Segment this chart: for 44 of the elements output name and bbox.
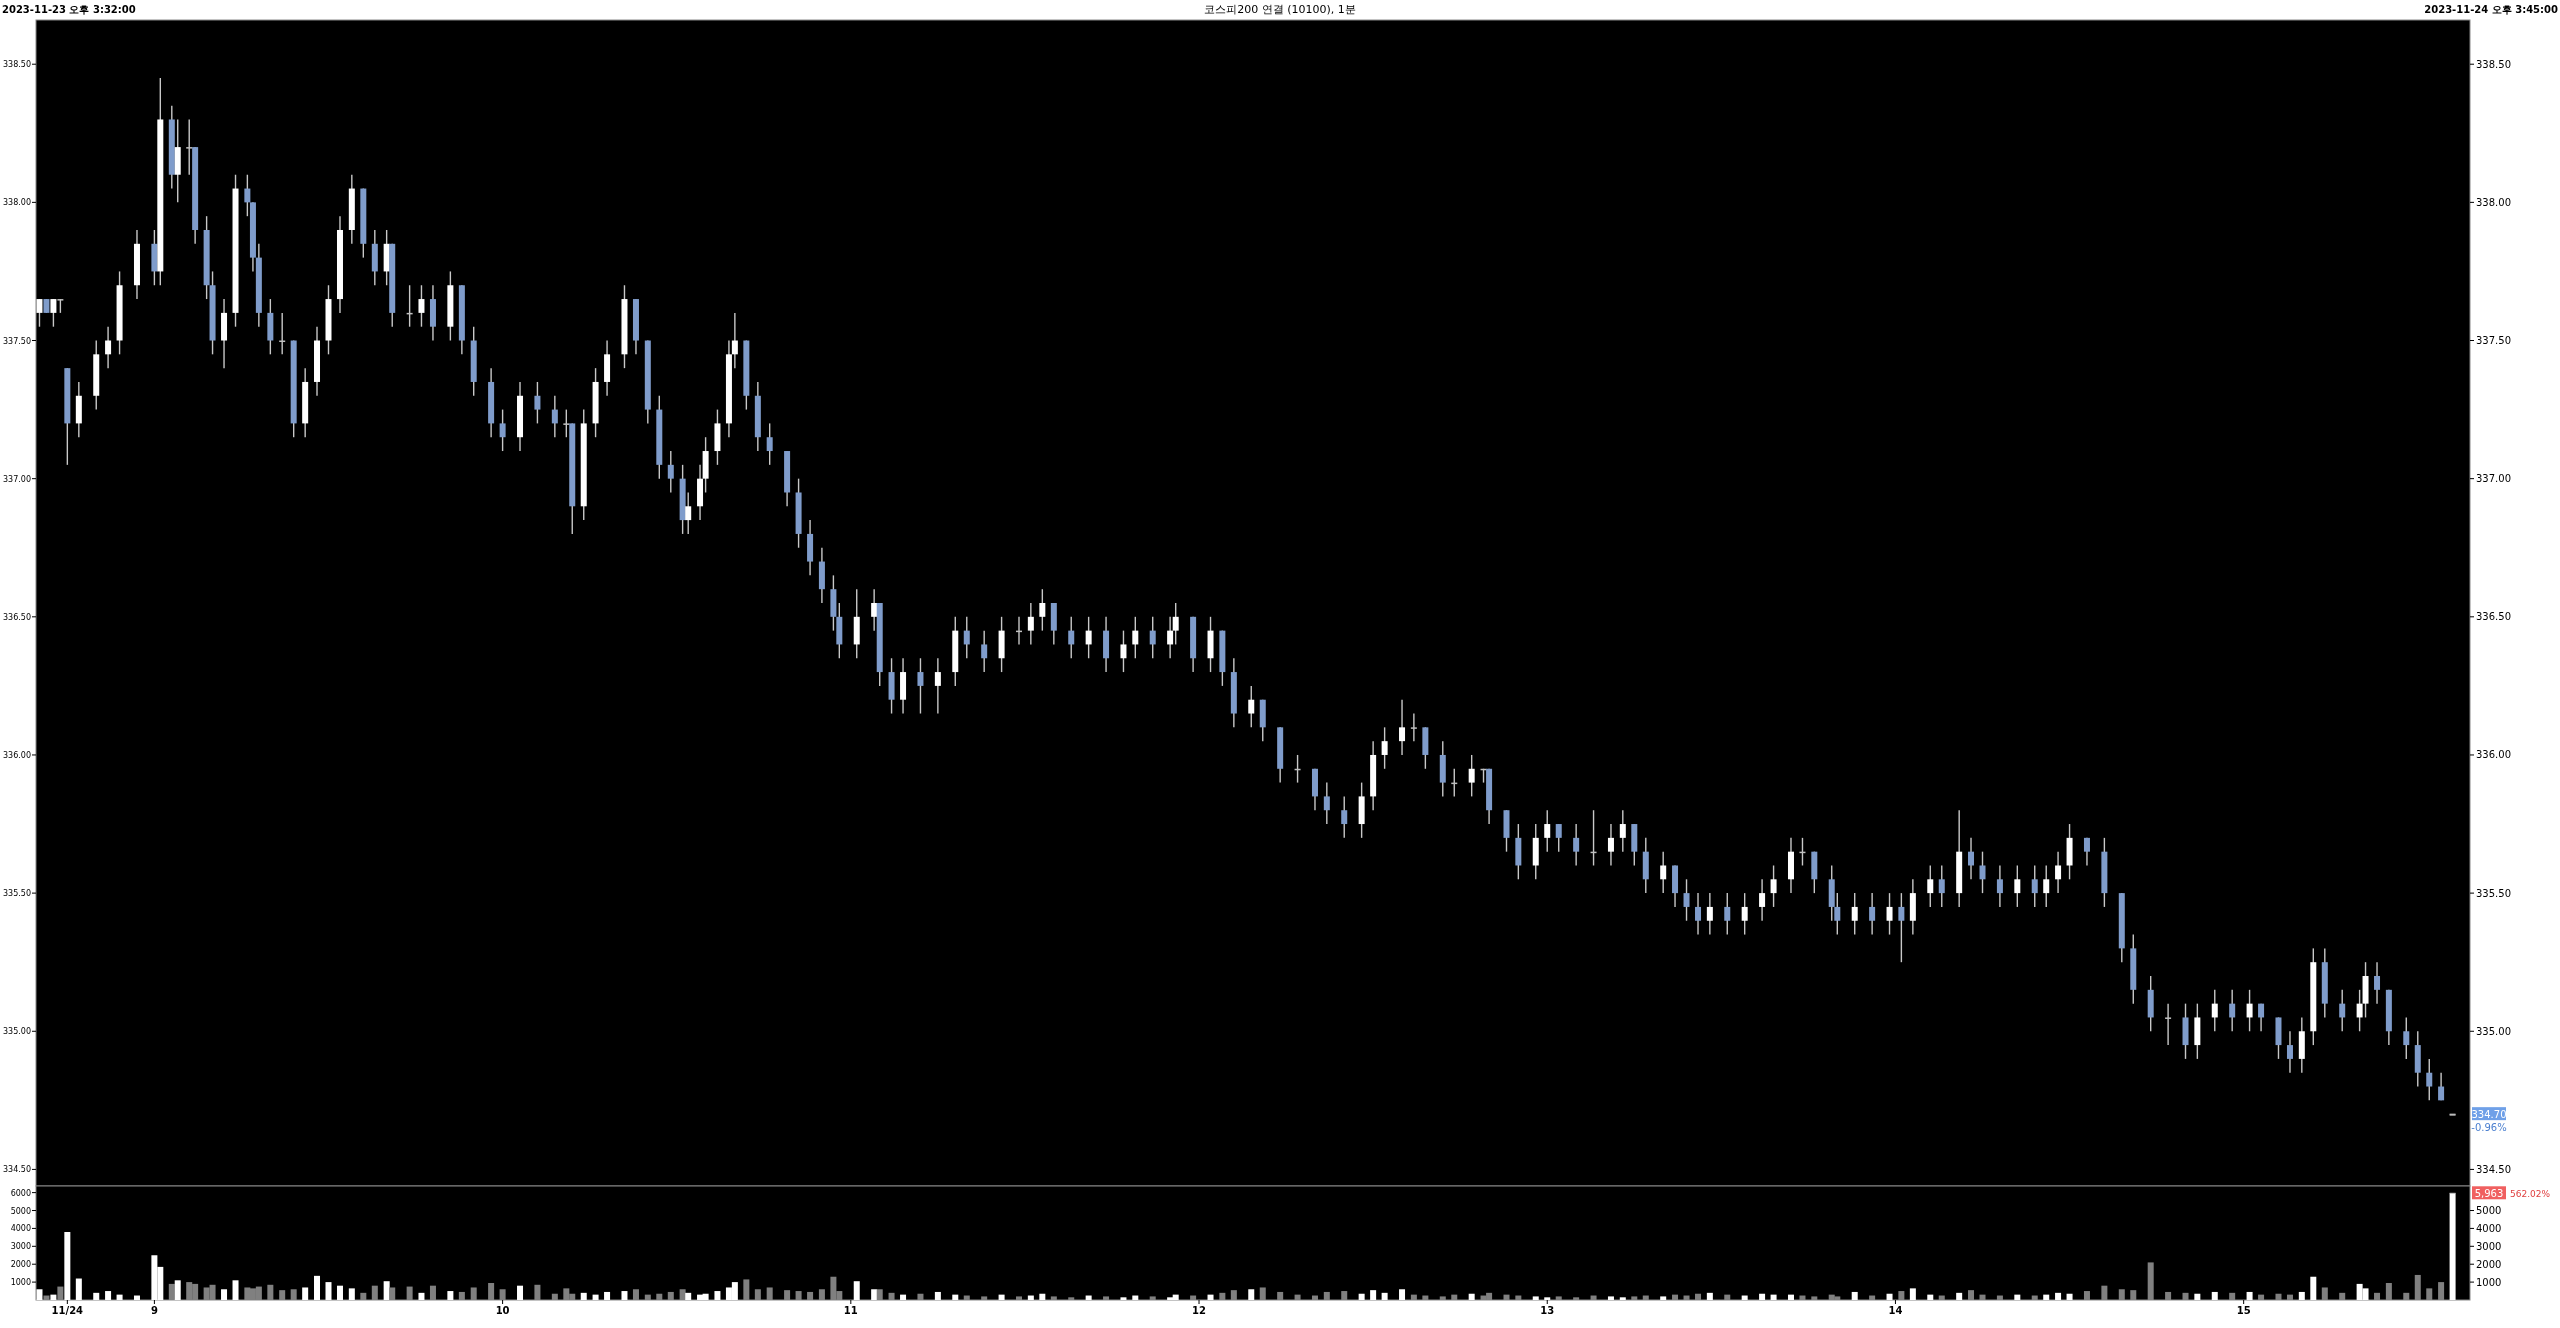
y-tick-label: 337.50: [3, 336, 31, 346]
y2-tick-label: 5000: [2476, 1205, 2502, 1217]
y2-tick-label: 334.50: [2476, 1163, 2511, 1175]
text: 2023-11-23 오후 3:32:00: [2, 4, 136, 15]
x-tick-label: 9: [150, 1305, 158, 1316]
x-tick-label: 11/24: [51, 1305, 84, 1316]
y2-tick-label: 338.50: [2476, 58, 2511, 70]
y-tick-label: 5000: [10, 1206, 31, 1216]
x-tick-label: 15: [2236, 1305, 2251, 1316]
x-tick-label: 11: [843, 1305, 858, 1316]
y-tick-label: 336.50: [3, 612, 31, 622]
y-tick-label: 337.00: [3, 474, 31, 484]
y-tick-label: 2000: [10, 1260, 31, 1270]
x-tick-label: 14: [1888, 1305, 1903, 1316]
y-tick-label: 3000: [10, 1242, 31, 1252]
y2-tick-label: 1000: [2476, 1276, 2502, 1288]
text: -0.96%: [2471, 1122, 2507, 1134]
x-tick-label: 10: [495, 1305, 510, 1316]
y-tick-label: 338.00: [3, 198, 31, 208]
y2-tick-label: 3000: [2476, 1240, 2502, 1252]
y2-tick-label: 336.50: [2476, 611, 2511, 623]
y-tick-label: 334.50: [3, 1165, 31, 1175]
y2-tick-label: 337.50: [2476, 335, 2511, 347]
y2-tick-label: 2000: [2476, 1258, 2502, 1270]
y-tick-label: 335.50: [3, 889, 31, 899]
annotation: 334.70: [2471, 1108, 2507, 1120]
y2-tick-label: 338.00: [2476, 196, 2511, 208]
chart-title: 코스피200 연결 (10100), 1분: [1204, 3, 1356, 16]
y-tick-label: 338.50: [3, 60, 31, 70]
y2-tick-label: 335.50: [2476, 887, 2511, 899]
y2-tick-label: 335.00: [2476, 1025, 2511, 1037]
y-tick-label: 6000: [10, 1188, 31, 1198]
x-tick-label: 13: [1540, 1305, 1555, 1316]
text: 562.02%: [2510, 1188, 2551, 1199]
text: 2023-11-24 오후 3:45:00: [2424, 4, 2559, 15]
y-tick-label: 1000: [10, 1278, 31, 1288]
y-tick-label: 336.00: [3, 750, 31, 760]
y2-tick-label: 337.00: [2476, 473, 2511, 485]
y-tick-label: 335.00: [3, 1027, 31, 1037]
y2-tick-label: 336.00: [2476, 749, 2511, 761]
annotation: 5,963: [2474, 1187, 2504, 1199]
x-tick-label: 12: [1192, 1305, 1207, 1316]
y2-tick-label: 4000: [2476, 1222, 2502, 1234]
y-tick-label: 4000: [10, 1224, 31, 1234]
